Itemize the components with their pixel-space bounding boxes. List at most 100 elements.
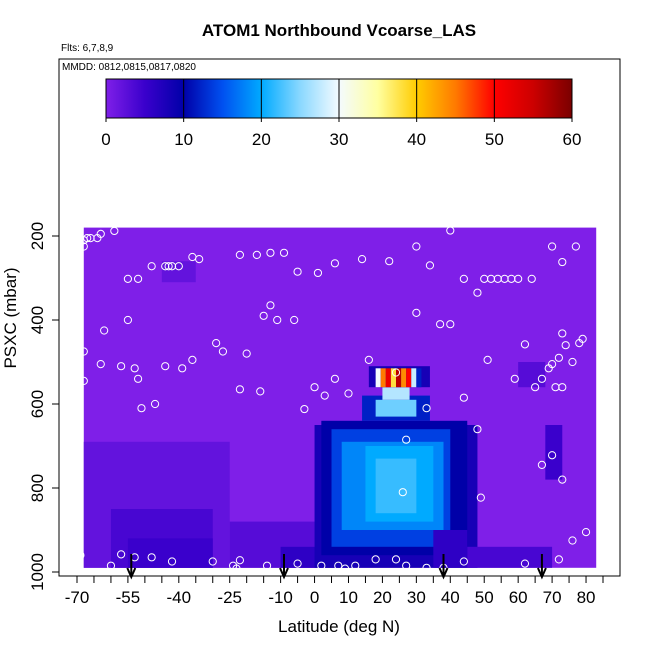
flight-marker-20 <box>330 259 340 268</box>
colorbar-tick-label-10: 10 <box>174 130 193 149</box>
flight-marker-120 <box>554 555 563 564</box>
hotspot-cell-2 <box>385 368 391 388</box>
flight-marker-79 <box>547 360 557 369</box>
x-tick-label--40: -40 <box>167 588 192 607</box>
hotspot-cell-0 <box>375 368 381 388</box>
flight-marker-109 <box>293 559 302 568</box>
flight-marker-15 <box>252 250 261 259</box>
flight-marker-43 <box>117 362 126 371</box>
colorbar-tick-label-40: 40 <box>407 130 426 149</box>
x-tick-label--25: -25 <box>217 588 242 607</box>
flight-marker-55 <box>266 301 275 310</box>
flight-marker-10 <box>174 262 183 271</box>
x-tick-label-20: 20 <box>373 588 392 607</box>
field-cell-1 <box>161 261 196 283</box>
colorbar-tick-label-30: 30 <box>330 130 349 149</box>
flight-marker-16 <box>266 248 275 257</box>
flight-marker-40 <box>79 347 88 356</box>
flight-marker-27 <box>473 288 482 297</box>
flight-marker-94 <box>558 475 567 484</box>
flight-marker-62 <box>320 391 329 400</box>
plot-frame <box>58 58 621 577</box>
flight-marker-24 <box>425 261 435 270</box>
x-axis-label: Latitude (deg N) <box>278 617 400 636</box>
flight-marker-74 <box>510 374 519 383</box>
field-cell-4 <box>127 538 213 568</box>
flight-marker-14 <box>235 250 244 259</box>
flight-marker-18 <box>293 267 302 276</box>
field-cell-15 <box>382 387 410 400</box>
field-cell-17 <box>433 530 468 568</box>
flight-marker-113 <box>371 555 380 564</box>
flight-marker-107 <box>235 556 244 565</box>
flight-marker-19 <box>313 268 323 278</box>
flight-marker-114 <box>391 555 401 564</box>
arrow-marker-2 <box>438 554 449 580</box>
field-cell-20 <box>518 362 546 388</box>
flight-marker-57 <box>290 315 299 325</box>
x-tick-label-10: 10 <box>339 588 358 607</box>
flight-marker-5 <box>96 229 105 238</box>
flight-marker-81 <box>554 353 563 362</box>
flight-marker-71 <box>459 393 468 402</box>
flight-marker-104 <box>208 557 217 566</box>
flight-marker-39 <box>195 255 204 264</box>
flight-marker-2 <box>83 234 92 243</box>
flight-marker-53 <box>242 349 251 358</box>
flight-marker-110 <box>317 561 326 570</box>
y-axis: 200 400 600 800 1000 <box>28 222 59 591</box>
x-tick-label-60: 60 <box>509 588 528 607</box>
flight-marker-84 <box>561 341 570 350</box>
flight-marker-52 <box>218 347 228 356</box>
flight-marker-23 <box>412 242 421 251</box>
flight-marker-76 <box>531 383 540 392</box>
flight-marker-115 <box>402 561 411 570</box>
flight-marker-59 <box>256 387 265 396</box>
subtitle-flights: Flts: 6,7,8,9 <box>61 43 114 54</box>
flight-marker-91 <box>398 488 407 497</box>
flight-marker-68 <box>422 404 431 413</box>
y-axis-label: PSXC (mbar) <box>1 267 20 368</box>
flight-marker-69 <box>436 320 445 329</box>
chart-title: ATOM1 Northbound Vcoarse_LAS <box>202 21 476 40</box>
y-tick-label-200: 200 <box>28 222 47 250</box>
x-axis: -70 -55 -40 -25 -10 0 10 20 30 40 50 60 70 80 <box>65 576 604 607</box>
flight-marker-21 <box>357 255 367 264</box>
x-tick-label--10: -10 <box>268 588 293 607</box>
flight-marker-26 <box>459 274 468 283</box>
flight-marker-112 <box>351 561 360 570</box>
y-tick-label-400: 400 <box>28 306 47 334</box>
flight-marker-12 <box>133 274 143 283</box>
flight-marker-93 <box>537 460 547 469</box>
flight-marker-98 <box>76 551 85 560</box>
y-tick-label-1000: 1000 <box>28 553 47 591</box>
flight-marker-103 <box>167 557 177 566</box>
flight-marker-75 <box>520 340 530 349</box>
x-tick-label-50: 50 <box>475 588 494 607</box>
flight-marker-22 <box>385 257 394 266</box>
flight-marker-118 <box>459 557 468 566</box>
x-tick-label-80: 80 <box>577 588 596 607</box>
flight-marker-34 <box>527 274 536 283</box>
flight-marker-88 <box>79 376 88 385</box>
flight-marker-95 <box>476 493 485 502</box>
x-tick-label--55: -55 <box>116 588 141 607</box>
flight-marker-111 <box>334 561 343 570</box>
flight-marker-99 <box>106 561 116 570</box>
flight-marker-64 <box>344 389 353 398</box>
flight-marker-67 <box>412 308 421 317</box>
x-tick-label-70: 70 <box>543 588 562 607</box>
heatmap-field <box>83 227 597 568</box>
flight-marker-60 <box>300 404 309 414</box>
x-tick-label-0: 0 <box>310 588 319 607</box>
flight-marker-61 <box>310 383 319 392</box>
flight-marker-121 <box>340 564 350 573</box>
flight-marker-35 <box>547 242 557 251</box>
flight-marker-54 <box>259 311 268 320</box>
flight-marker-8 <box>164 262 173 271</box>
arrow-markers <box>126 554 547 580</box>
hotspot-cell-1 <box>380 368 386 388</box>
arrow-marker-1 <box>279 554 289 580</box>
colorbar-tick-label-0: 0 <box>101 130 110 149</box>
